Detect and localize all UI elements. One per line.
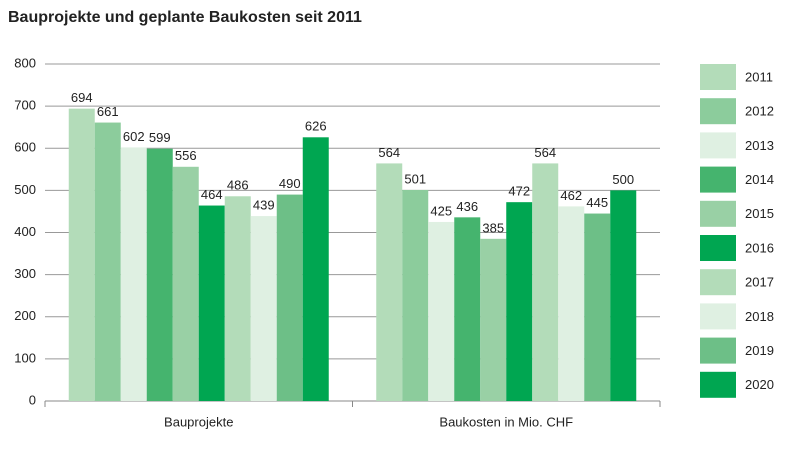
legend-label: 2016 <box>745 240 774 255</box>
bar <box>480 238 507 401</box>
bar <box>224 196 251 401</box>
legend-swatch <box>700 269 736 296</box>
legend-label: 2020 <box>745 377 774 392</box>
bar <box>506 202 533 401</box>
y-tick-label: 400 <box>14 224 36 239</box>
legend-swatch <box>700 371 736 398</box>
legend-swatch <box>700 200 736 227</box>
data-label: 661 <box>97 104 119 119</box>
legend-label: 2015 <box>745 206 774 221</box>
chart-title: Bauprojekte und geplante Baukosten seit … <box>8 9 362 26</box>
data-label: 626 <box>305 119 327 134</box>
legend-label: 2017 <box>745 275 774 290</box>
legend-swatch <box>700 132 736 159</box>
data-label: 564 <box>378 145 400 160</box>
legend-label: 2011 <box>745 69 773 84</box>
bar <box>276 194 303 401</box>
legend-label: 2019 <box>745 343 774 358</box>
y-tick-label: 800 <box>14 55 36 70</box>
x-tick-label: Bauprojekte <box>164 414 233 429</box>
data-label: 436 <box>456 199 478 214</box>
bar <box>532 163 559 401</box>
legend-swatch <box>700 337 736 364</box>
y-tick-label: 200 <box>14 308 36 323</box>
bar <box>120 147 147 401</box>
legend-label: 2014 <box>745 172 774 187</box>
y-tick-label: 700 <box>14 98 36 113</box>
legend-label: 2018 <box>745 309 774 324</box>
bar <box>454 217 481 401</box>
data-label: 472 <box>508 184 530 199</box>
data-label: 501 <box>404 171 426 186</box>
data-label: 445 <box>586 195 608 210</box>
bar <box>402 189 429 401</box>
bar <box>146 148 173 401</box>
data-label: 500 <box>612 172 634 187</box>
bar <box>428 221 455 401</box>
data-label: 486 <box>227 178 249 193</box>
bar <box>376 163 403 401</box>
data-label: 694 <box>71 90 93 105</box>
y-tick-label: 600 <box>14 140 36 155</box>
data-label: 602 <box>123 129 145 144</box>
legend-swatch <box>700 166 736 193</box>
bar <box>584 213 611 401</box>
bar <box>172 166 199 401</box>
y-tick-label: 100 <box>14 350 36 365</box>
bar <box>94 122 121 402</box>
data-label: 599 <box>149 130 171 145</box>
data-label: 556 <box>175 148 197 163</box>
data-label: 425 <box>430 203 452 218</box>
bar <box>558 206 585 401</box>
x-tick-label: Baukosten in Mio. CHF <box>439 414 573 429</box>
y-tick-label: 300 <box>14 266 36 281</box>
data-label: 564 <box>534 145 556 160</box>
bar <box>302 137 329 402</box>
data-label: 462 <box>560 188 582 203</box>
legend-swatch <box>700 303 736 330</box>
y-tick-label: 0 <box>29 392 36 407</box>
legend-swatch <box>700 98 736 125</box>
bar <box>68 108 95 401</box>
legend-label: 2013 <box>745 138 774 153</box>
y-tick-label: 500 <box>14 182 36 197</box>
data-label: 385 <box>482 220 504 235</box>
bar <box>610 190 637 401</box>
legend-swatch <box>700 64 736 90</box>
legend-swatch <box>700 235 736 261</box>
data-label: 490 <box>279 176 301 191</box>
data-label: 439 <box>253 198 275 213</box>
data-label: 464 <box>201 187 223 202</box>
bar <box>250 216 277 401</box>
bar <box>198 205 225 401</box>
legend-label: 2012 <box>745 104 774 119</box>
